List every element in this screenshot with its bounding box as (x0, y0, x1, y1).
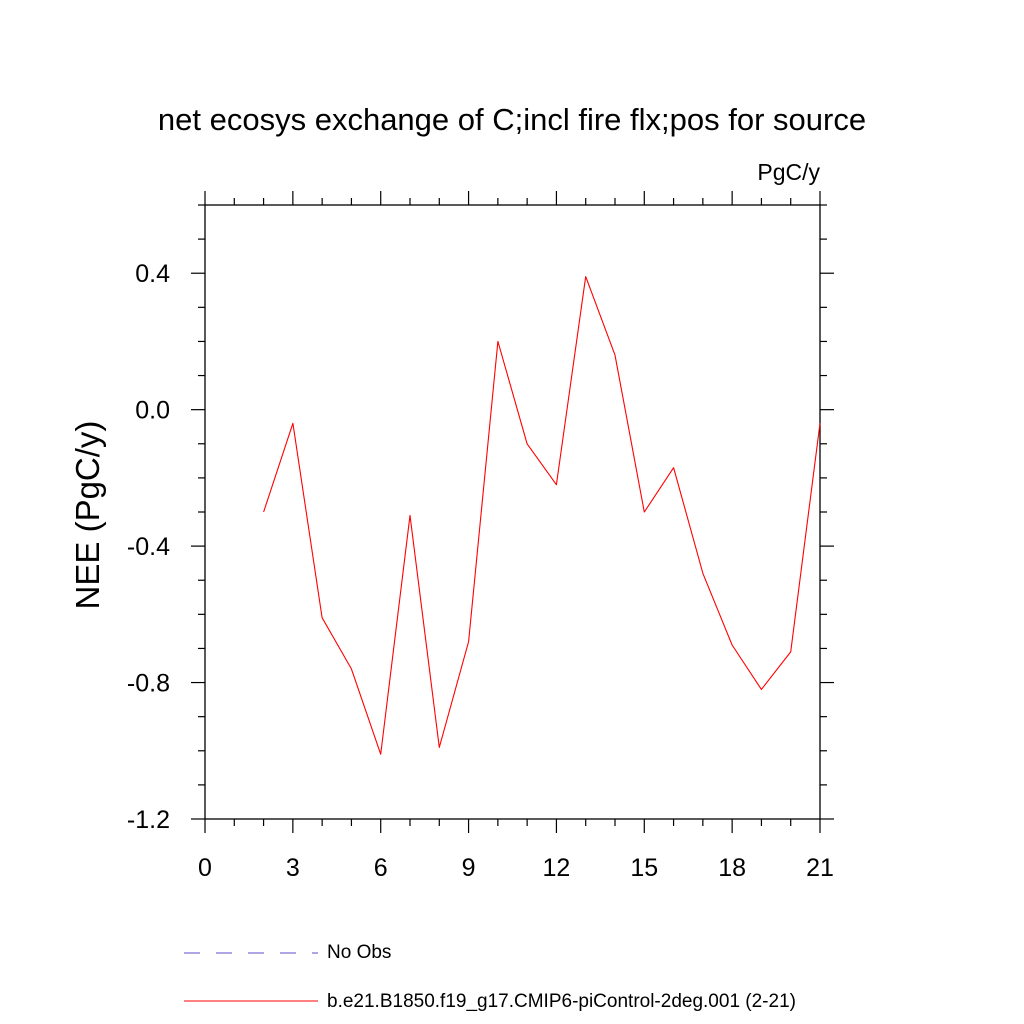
x-tick-label: 21 (806, 854, 834, 882)
chart-title: net ecosys exchange of C;incl fire flx;p… (157, 102, 867, 137)
x-tick-label: 6 (374, 854, 388, 882)
legend-label-model-run: b.e21.B1850.f19_g17.CMIP6-piControl-2deg… (327, 991, 796, 1012)
x-tick-label: 15 (630, 854, 658, 882)
axis-tick-labels: 0 3 6 9 12 15 18 21 -1.2 -0.8 -0.4 0.0 0.4 (127, 260, 834, 882)
y-tick-label: -0.8 (127, 670, 170, 698)
x-tick-label: 12 (543, 854, 571, 882)
legend-label-no-obs: No Obs (327, 942, 392, 963)
axis-ticks (191, 191, 834, 833)
x-tick-label: 9 (462, 854, 476, 882)
data-series (263, 276, 821, 755)
y-tick-label: -0.4 (127, 533, 170, 561)
series-line (263, 276, 821, 755)
y-tick-label: 0.4 (135, 260, 170, 288)
x-tick-label: 0 (198, 854, 212, 882)
x-tick-label: 3 (286, 854, 300, 882)
x-tick-label: 18 (718, 854, 746, 882)
units-label: PgC/y (757, 159, 820, 185)
y-tick-label: -1.2 (127, 806, 170, 834)
y-tick-label: 0.0 (135, 397, 170, 425)
